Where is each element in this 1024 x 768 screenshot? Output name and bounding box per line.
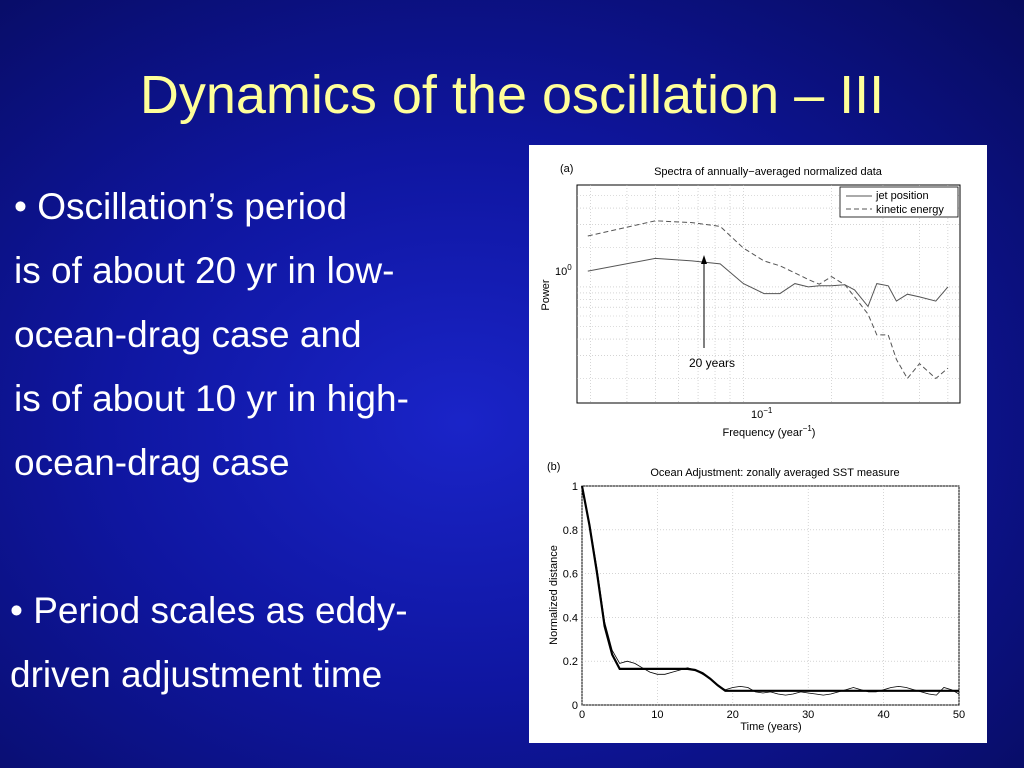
- x-tick-label: 40: [877, 709, 889, 721]
- series-adjustment-fit: [580, 485, 959, 692]
- x-axis-label-a: Frequency (year−1): [723, 424, 816, 439]
- bullet-line: ocean-drag case: [14, 442, 290, 483]
- bullet-line: • Period scales as eddy-: [10, 590, 408, 631]
- y-tick-label: 0: [572, 700, 578, 712]
- spectra-grid: [577, 185, 960, 403]
- spectra-series: [587, 220, 949, 380]
- spectra-chart: (a) Spectra of annually−averaged normali…: [540, 163, 961, 439]
- x-tick-exp: −1: [763, 406, 773, 415]
- x-label-end: ): [812, 427, 816, 439]
- spectra-legend: jet position kinetic energy: [839, 186, 959, 218]
- series-kinetic-energy: [587, 220, 949, 380]
- series-adjustment-raw: [581, 485, 960, 696]
- x-label-text: Frequency (year: [723, 427, 803, 439]
- y-tick-label: 0.4: [563, 612, 578, 624]
- adjustment-grid: [581, 485, 960, 706]
- y-axis-label-a: Power: [540, 279, 552, 311]
- adjustment-plot-frame: [581, 485, 960, 706]
- panel-b-label: (b): [547, 461, 560, 473]
- bullet-block-period: • Oscillation’s period is of about 20 yr…: [14, 180, 409, 500]
- slide-title: Dynamics of the oscillation – III: [139, 65, 885, 125]
- figure-panel: (a) Spectra of annually−averaged normali…: [529, 145, 987, 743]
- series-jet-position: [587, 257, 949, 308]
- y-tick-label: 0.2: [563, 656, 578, 668]
- x-tick-label: 50: [953, 709, 965, 721]
- period-annotation: 20 years: [689, 255, 735, 370]
- legend-box: [839, 186, 959, 218]
- adjustment-series: [580, 485, 960, 696]
- x-tick-label: 10: [651, 709, 663, 721]
- bullet-line: driven adjustment time: [10, 654, 383, 695]
- y-tick-label: 0.8: [563, 525, 578, 537]
- adjustment-ticks: 0 10 20 30 40 50 0 0.2 0.4 0.6 0.8 1: [563, 481, 965, 721]
- bullet-line: is of about 20 yr in low-: [14, 250, 395, 291]
- adjustment-chart: (b) Ocean Adjustment: zonally averaged S…: [547, 461, 965, 733]
- x-axis-label-b: Time (years): [740, 721, 801, 733]
- bullet-block-scaling: • Period scales as eddy- driven adjustme…: [10, 584, 408, 712]
- spectra-chart-title: Spectra of annually−averaged normalized …: [654, 166, 883, 178]
- y-tick-label-a: 100: [555, 263, 572, 278]
- adjustment-chart-title: Ocean Adjustment: zonally averaged SST m…: [650, 467, 899, 479]
- x-tick-label: 30: [802, 709, 814, 721]
- y-tick-base: 10: [555, 266, 567, 278]
- bullet-line: ocean-drag case and: [14, 314, 362, 355]
- y-tick-label: 1: [572, 481, 578, 493]
- bullet-line: is of about 10 yr in high-: [14, 378, 409, 419]
- x-label-sup: −1: [803, 424, 813, 433]
- y-tick-exp: 0: [567, 263, 572, 272]
- annotation-20-years: 20 years: [689, 356, 735, 370]
- x-tick-label-a: 10−1: [751, 406, 773, 421]
- bullet-line: • Oscillation’s period: [14, 186, 348, 227]
- annotation-arrow-head: [701, 255, 707, 264]
- figure-svg: (a) Spectra of annually−averaged normali…: [540, 163, 965, 733]
- x-tick-base: 10: [751, 409, 763, 421]
- legend-entry-jet: jet position: [875, 190, 929, 202]
- x-tick-label: 0: [579, 709, 585, 721]
- panel-a-label: (a): [560, 163, 573, 175]
- x-tick-label: 20: [727, 709, 739, 721]
- legend-entry-ke: kinetic energy: [876, 204, 944, 216]
- y-axis-label-b: Normalized distance: [548, 545, 560, 645]
- y-tick-label: 0.6: [563, 569, 578, 581]
